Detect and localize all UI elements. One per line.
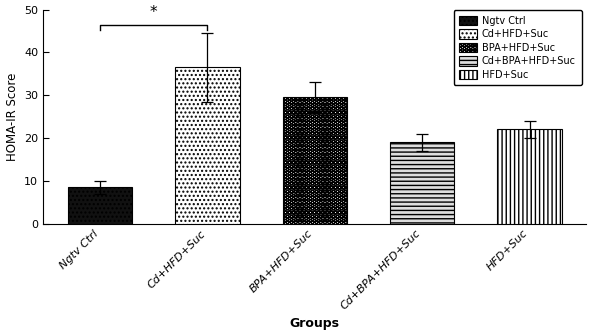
- X-axis label: Groups: Groups: [289, 318, 340, 330]
- Bar: [282, 97, 347, 223]
- Bar: [390, 142, 455, 223]
- Text: *: *: [150, 5, 157, 20]
- Bar: [68, 187, 132, 223]
- Y-axis label: HOMA-IR Score: HOMA-IR Score: [5, 72, 18, 161]
- Bar: [497, 129, 562, 223]
- Legend: Ngtv Ctrl, Cd+HFD+Suc, BPA+HFD+Suc, Cd+BPA+HFD+Suc, HFD+Suc: Ngtv Ctrl, Cd+HFD+Suc, BPA+HFD+Suc, Cd+B…: [453, 10, 581, 85]
- Bar: [175, 67, 240, 223]
